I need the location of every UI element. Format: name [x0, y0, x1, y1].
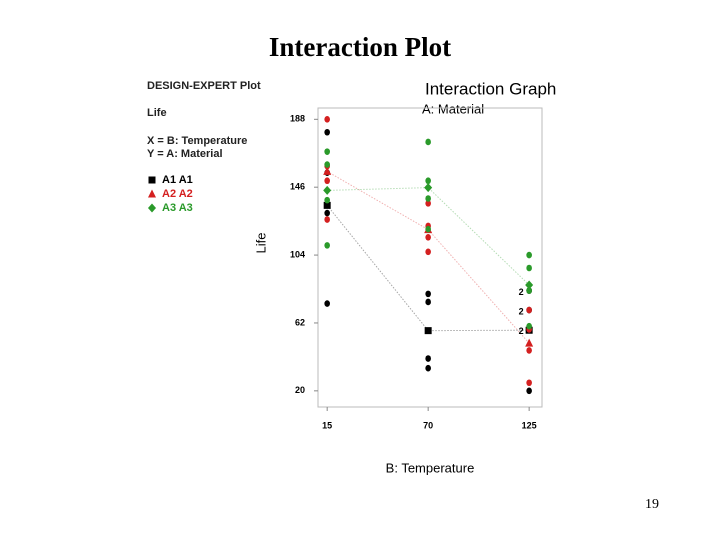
observation-point	[324, 242, 330, 249]
chart-title: Interaction Graph	[425, 79, 556, 98]
observation-point	[324, 300, 330, 307]
observation-point	[324, 196, 330, 204]
info-text: Life	[147, 107, 167, 119]
annotation: 2	[519, 306, 524, 316]
y-tick-label: 188	[290, 114, 305, 124]
legend-label: A2 A2	[162, 188, 193, 200]
observation-point	[324, 128, 330, 136]
observation-point	[526, 379, 532, 387]
info-text: Y = A: Material	[147, 148, 223, 160]
observation-point	[425, 138, 431, 146]
annotation: 2	[519, 326, 524, 336]
observation-point	[425, 364, 431, 372]
y-tick-label: 104	[290, 249, 305, 259]
observation-point	[526, 347, 532, 354]
observation-point	[526, 387, 532, 395]
y-tick-label: 20	[295, 385, 305, 395]
observation-point	[324, 148, 330, 155]
info-text: DESIGN-EXPERT Plot	[147, 80, 261, 92]
observation-point	[324, 161, 330, 168]
observation-point	[425, 290, 431, 298]
mean-marker	[148, 176, 156, 184]
observation-point	[425, 248, 431, 256]
observation-point	[324, 209, 330, 217]
observation-point	[425, 225, 431, 233]
plot-frame	[317, 107, 543, 408]
y-axis-label: Life	[253, 233, 268, 254]
chart-subtitle: A: Material	[422, 101, 484, 116]
legend-label: A1 A1	[162, 174, 193, 186]
x-axis-label: B: Temperature	[386, 460, 475, 475]
observation-point	[425, 177, 431, 185]
info-text: X = B: Temperature	[147, 135, 247, 147]
observation-point	[324, 177, 330, 185]
x-tick-label: 70	[423, 420, 433, 430]
observation-point	[425, 355, 431, 362]
observation-point	[425, 298, 431, 306]
x-tick-label: 125	[522, 420, 537, 430]
mean-line	[326, 205, 530, 332]
mean-marker	[525, 280, 534, 290]
mean-marker	[323, 185, 332, 195]
observation-point	[324, 216, 330, 223]
mean-marker	[323, 201, 331, 209]
mean-marker	[148, 189, 156, 198]
mean-marker	[424, 183, 433, 193]
mean-marker	[424, 327, 432, 335]
observation-point	[526, 251, 532, 259]
annotation: 2	[519, 287, 524, 297]
observation-point	[526, 287, 532, 294]
observation-point	[425, 233, 431, 241]
observation-point	[526, 264, 532, 272]
slide-title: Interaction Plot	[269, 32, 451, 62]
observation-point	[324, 116, 330, 123]
observation-point	[425, 195, 431, 202]
observation-point	[425, 200, 431, 207]
observation-point	[526, 306, 532, 314]
legend-label: A3 A3	[162, 202, 193, 214]
mean-marker	[323, 166, 332, 175]
mean-marker	[525, 338, 534, 347]
observation-point	[526, 322, 532, 330]
mean-marker	[148, 203, 156, 213]
x-tick-label: 15	[322, 420, 332, 430]
page-number: 19	[645, 497, 659, 512]
y-tick-label: 62	[295, 317, 305, 327]
y-tick-label: 146	[290, 182, 305, 192]
mean-line	[327, 187, 530, 286]
